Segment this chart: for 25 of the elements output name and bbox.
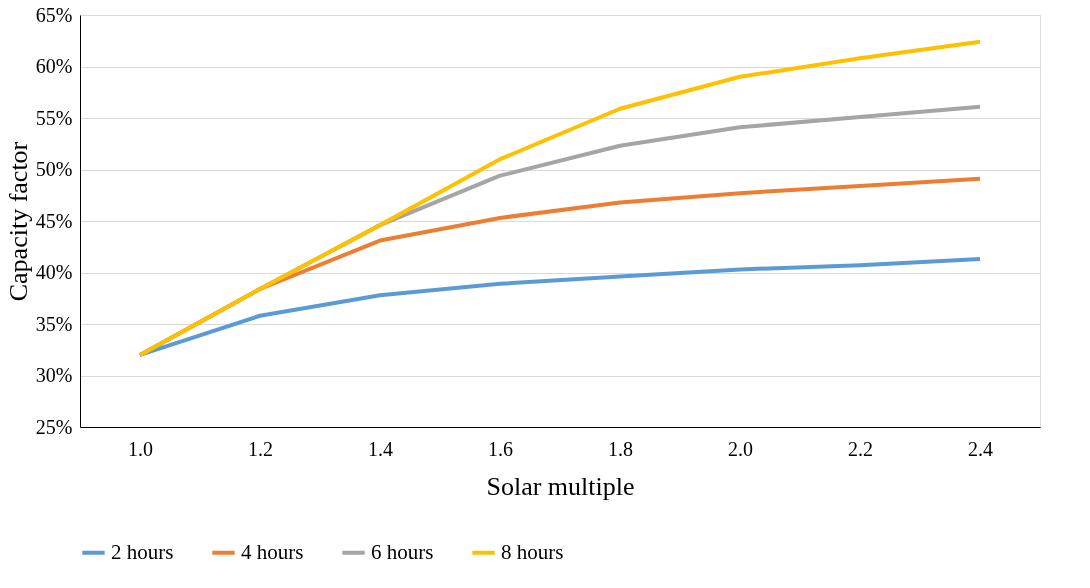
y-tick-label: 40% [35,261,73,283]
y-tick-label: 35% [35,312,73,335]
y-axis-title: Capacity factor [3,141,33,302]
x-tick-label: 1.6 [488,437,513,460]
legend-label: 2 hours [111,539,174,564]
y-tick-label: 50% [35,158,73,180]
y-tick-label: 30% [35,364,73,386]
line-series [138,39,982,357]
legend-label: 6 hours [371,539,434,564]
y-tick-label: 65% [35,3,73,26]
y-tick-label: 55% [35,106,73,129]
x-tick-label: 2.2 [848,437,873,460]
x-tick-label: 1.0 [128,437,153,460]
x-tick-label: 2.0 [728,437,753,460]
legend-label: 4 hours [241,539,304,564]
line-series [138,257,982,357]
y-tick-label: 25% [35,415,73,438]
legend-label: 8 hours [501,539,564,564]
y-tick-label: 60% [35,55,73,77]
x-tick-label: 1.2 [248,437,273,460]
y-tick-label: 45% [35,209,73,232]
x-tick-label: 2.4 [968,437,993,460]
x-tick-label: 1.4 [368,437,393,460]
x-tick-label: 1.8 [608,437,633,460]
x-axis-title: Solar multiple [486,471,635,501]
